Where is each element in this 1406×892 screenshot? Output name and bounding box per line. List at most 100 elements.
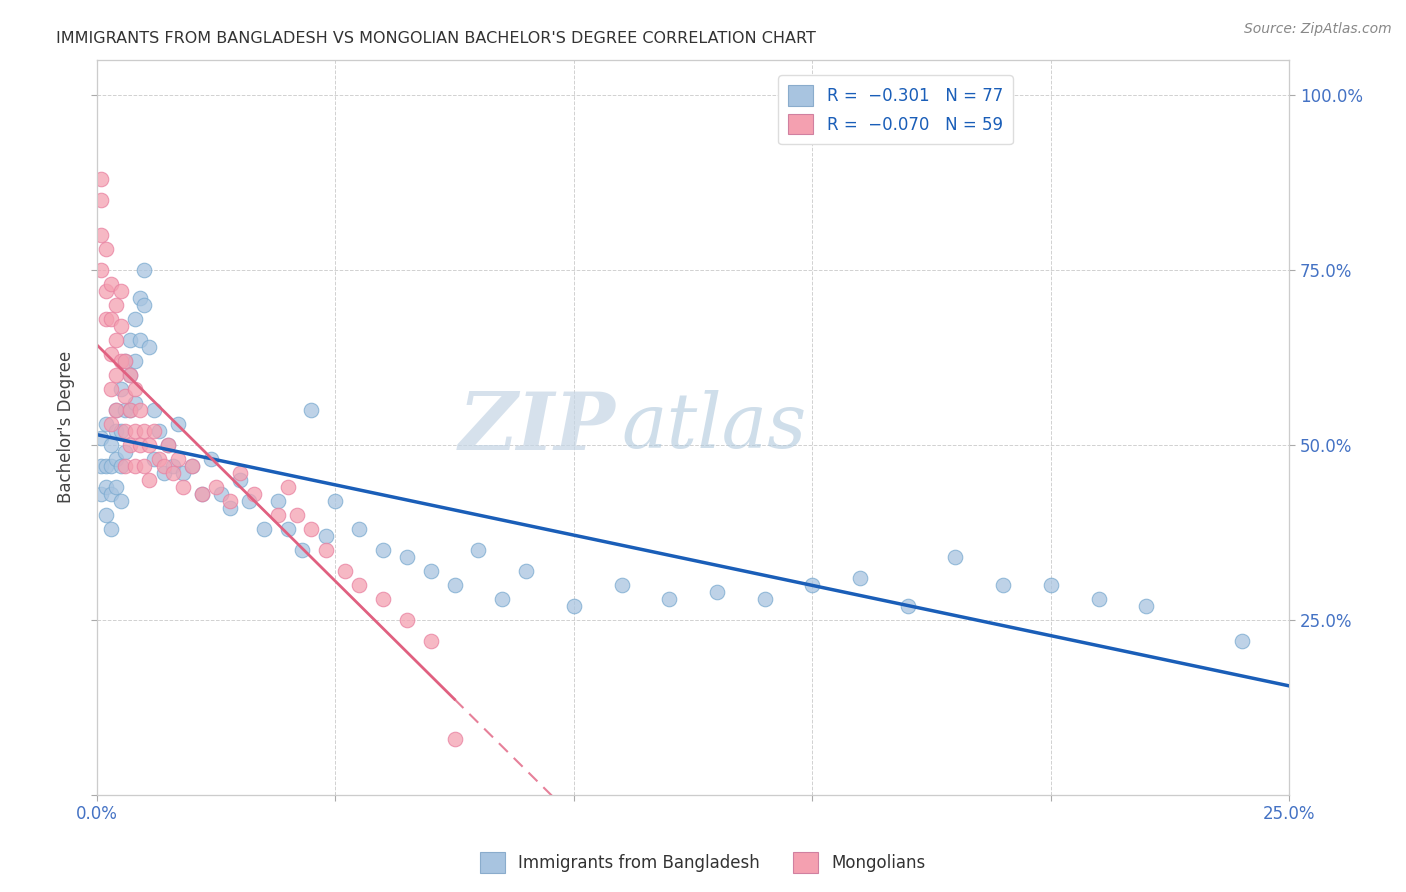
Text: Source: ZipAtlas.com: Source: ZipAtlas.com xyxy=(1244,22,1392,37)
Point xyxy=(219,494,242,508)
Point xyxy=(114,353,136,368)
Point xyxy=(90,458,112,473)
Point xyxy=(1039,578,1062,592)
Point xyxy=(323,494,346,508)
Point xyxy=(993,578,1015,592)
Point xyxy=(238,494,260,508)
Point xyxy=(148,451,170,466)
Point xyxy=(229,466,252,480)
Point xyxy=(443,578,465,592)
Point xyxy=(100,438,122,452)
Point xyxy=(143,451,166,466)
Point xyxy=(190,487,212,501)
Point xyxy=(104,402,127,417)
Point xyxy=(285,508,308,522)
Point xyxy=(897,599,920,613)
Point xyxy=(90,227,112,242)
Point xyxy=(96,311,118,326)
Point xyxy=(110,382,132,396)
Text: ZIP: ZIP xyxy=(458,389,616,467)
Point xyxy=(90,431,112,445)
Point xyxy=(849,571,872,585)
Legend: Immigrants from Bangladesh, Mongolians: Immigrants from Bangladesh, Mongolians xyxy=(474,846,932,880)
Point xyxy=(100,417,122,431)
Point xyxy=(219,500,242,515)
Point xyxy=(181,458,204,473)
Point xyxy=(90,487,112,501)
Point xyxy=(754,591,776,606)
Point xyxy=(110,284,132,298)
Point xyxy=(138,473,160,487)
Point xyxy=(120,368,142,382)
Point xyxy=(114,458,136,473)
Point xyxy=(299,522,322,536)
Point xyxy=(172,466,194,480)
Point xyxy=(128,438,150,452)
Point xyxy=(371,591,394,606)
Point xyxy=(143,424,166,438)
Point xyxy=(120,333,142,347)
Point xyxy=(315,529,337,543)
Point xyxy=(100,311,122,326)
Point xyxy=(100,487,122,501)
Point xyxy=(120,368,142,382)
Point xyxy=(134,262,156,277)
Point xyxy=(243,487,266,501)
Point xyxy=(166,451,188,466)
Point xyxy=(128,333,150,347)
Point xyxy=(467,542,489,557)
Point xyxy=(110,318,132,333)
Point xyxy=(172,480,194,494)
Point xyxy=(157,438,180,452)
Point xyxy=(138,340,160,354)
Point xyxy=(253,522,276,536)
Point xyxy=(110,458,132,473)
Point xyxy=(143,402,166,417)
Point xyxy=(333,564,356,578)
Point xyxy=(110,353,132,368)
Point xyxy=(347,522,370,536)
Point xyxy=(148,424,170,438)
Point xyxy=(277,522,299,536)
Point xyxy=(162,466,184,480)
Point xyxy=(138,438,160,452)
Point xyxy=(205,480,228,494)
Point xyxy=(291,542,314,557)
Point xyxy=(90,171,112,186)
Legend: R =  −0.301   N = 77, R =  −0.070   N = 59: R = −0.301 N = 77, R = −0.070 N = 59 xyxy=(778,75,1012,145)
Point xyxy=(315,542,337,557)
Point xyxy=(114,445,136,459)
Point xyxy=(371,542,394,557)
Point xyxy=(124,382,146,396)
Point xyxy=(209,487,232,501)
Point xyxy=(124,396,146,410)
Text: IMMIGRANTS FROM BANGLADESH VS MONGOLIAN BACHELOR'S DEGREE CORRELATION CHART: IMMIGRANTS FROM BANGLADESH VS MONGOLIAN … xyxy=(56,31,815,46)
Text: atlas: atlas xyxy=(621,391,807,465)
Point xyxy=(96,458,118,473)
Point xyxy=(90,193,112,207)
Point xyxy=(134,298,156,312)
Point xyxy=(96,480,118,494)
Point xyxy=(120,402,142,417)
Point xyxy=(152,466,174,480)
Point xyxy=(104,402,127,417)
Point xyxy=(347,578,370,592)
Point xyxy=(134,424,156,438)
Point xyxy=(114,402,136,417)
Point xyxy=(104,333,127,347)
Point xyxy=(1135,599,1157,613)
Point xyxy=(110,424,132,438)
Point xyxy=(128,402,150,417)
Point xyxy=(152,458,174,473)
Point xyxy=(124,353,146,368)
Point xyxy=(134,458,156,473)
Point xyxy=(1087,591,1109,606)
Point xyxy=(267,494,290,508)
Point xyxy=(120,438,142,452)
Point xyxy=(104,298,127,312)
Point xyxy=(491,591,513,606)
Point xyxy=(299,402,322,417)
Point xyxy=(1230,634,1253,648)
Point xyxy=(104,424,127,438)
Point xyxy=(96,284,118,298)
